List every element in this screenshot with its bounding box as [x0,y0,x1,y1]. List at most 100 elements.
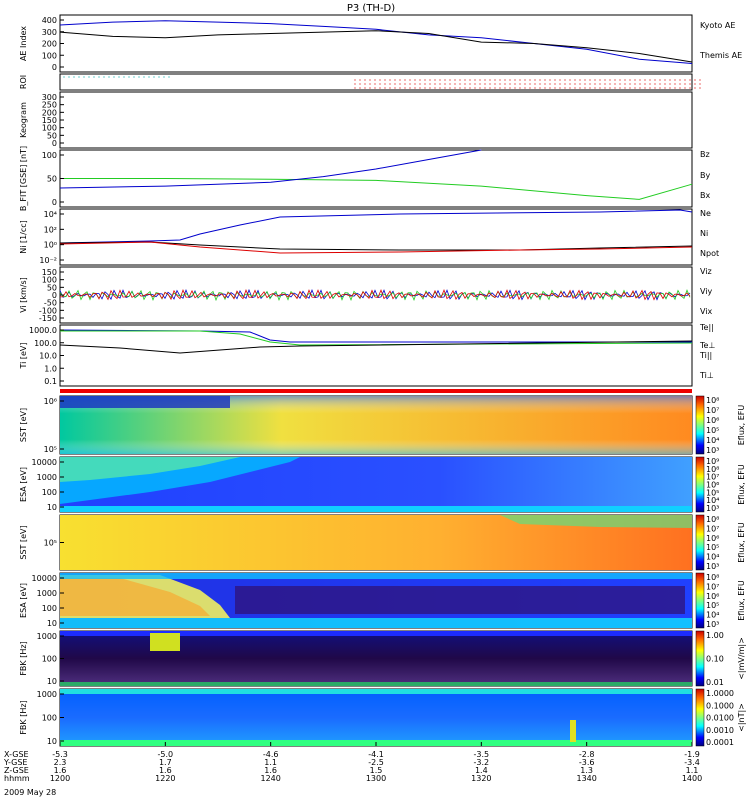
roi-mark [414,83,416,85]
roi-mark [539,87,541,89]
roi-mark [654,79,656,81]
roi-mark [374,79,376,81]
roi-mark [394,87,396,89]
roi-mark [484,83,486,85]
roi-mark [434,79,436,81]
roi-mark [148,76,150,78]
roi-mark [424,87,426,89]
x-tick-label: -3.5 [474,750,490,759]
roi-mark [484,87,486,89]
colorbar-tick: 10⁶ [706,416,719,425]
y-tick-label: 1000 [37,473,57,482]
roi-mark [564,83,566,85]
y-tick-label: -150 [39,314,57,323]
roi-mark [509,87,511,89]
colorbar-esa2 [695,572,705,629]
roi-mark [544,87,546,89]
x-tick-label: 1320 [471,774,491,783]
roi-mark [514,79,516,81]
colorbar-label: Eflux, EFU [737,580,746,621]
roi-mark [504,83,506,85]
roi-mark [384,87,386,89]
y-tick-label: 10⁻² [39,256,57,265]
colorbar-tick: 10⁶ [706,481,719,490]
roi-mark [674,87,676,89]
colorbar-tick: 10⁶ [706,592,719,601]
roi-mark [369,83,371,85]
x-axis: X-GSEY-GSEZ-GSEhhmm-5.32.31.61200-5.01.7… [3,742,702,783]
roi-mark [559,83,561,85]
roi-mark [544,83,546,85]
roi-mark [359,83,361,85]
colorbar-label: <|mV/m|> [737,637,746,680]
roi-mark [594,83,596,85]
y-tick-label: 10⁴ [44,210,57,219]
colorbar-tick: 0.1000 [706,701,734,710]
roi-mark [614,87,616,89]
x-tick-label: 1.7 [159,758,172,767]
roi-mark [454,79,456,81]
y-tick-label: 10000 [32,458,57,467]
x-tick-label: 1.6 [264,766,277,775]
roi-mark [359,79,361,81]
roi-mark [699,79,701,81]
x-tick-label: -5.0 [158,750,174,759]
roi-mark [619,87,621,89]
colorbar-tick: 10⁹ [706,457,719,466]
roi-mark [564,87,566,89]
y-axis-label: ESA [eV] [19,583,28,618]
x-tick-label: 1.6 [159,766,172,775]
roi-mark [379,83,381,85]
y-tick-label: 10 [47,737,57,746]
legend-entry: Kyoto AE [700,21,735,30]
colorbar-label: <|nT|> [737,703,746,732]
roi-mark [158,76,160,78]
roi-mark [98,76,100,78]
roi-mark [133,76,135,78]
roi-mark [459,87,461,89]
colorbar-tick: 10⁴ [706,611,719,620]
roi-mark [439,87,441,89]
roi-mark [519,79,521,81]
y-tick-label: 100 [42,124,57,133]
colorbar-tick: 10⁴ [706,496,719,505]
roi-mark [464,83,466,85]
roi-mark [624,87,626,89]
legend-entry: Ni [700,229,708,238]
y-tick-label: 50 [47,175,57,184]
spectrograms [60,396,692,746]
y-axis-label: FBK [Hz] [19,700,28,734]
x-tick-label: -4.1 [368,750,384,759]
y-axis-label: Ni [1/cc] [19,220,28,254]
roi-mark [584,87,586,89]
roi-mark [569,79,571,81]
roi-mark [609,83,611,85]
roi-mark [659,87,661,89]
roi-mark [454,87,456,89]
roi-mark [489,83,491,85]
roi-mark [609,87,611,89]
roi-mark [63,76,65,78]
roi-mark [389,79,391,81]
roi-mark [689,83,691,85]
roi-mark [659,79,661,81]
roi-mark [364,87,366,89]
y-tick-label: 50 [47,131,57,140]
roi-mark [444,79,446,81]
roi-mark [474,83,476,85]
roi-mark [639,79,641,81]
roi-mark [404,87,406,89]
x-tick-label: -2.5 [368,758,384,767]
roi-mark [554,79,556,81]
roi-mark [394,79,396,81]
roi-mark [444,87,446,89]
colorbar-tick: 10⁷ [706,473,719,482]
roi-mark [419,79,421,81]
roi-mark [669,87,671,89]
x-tick-label: 1.4 [475,766,488,775]
roi-mark [554,87,556,89]
roi-mark [659,83,661,85]
y-tick-label: 10000 [32,574,57,583]
series-line-bfit [60,178,693,200]
roi-mark [138,76,140,78]
